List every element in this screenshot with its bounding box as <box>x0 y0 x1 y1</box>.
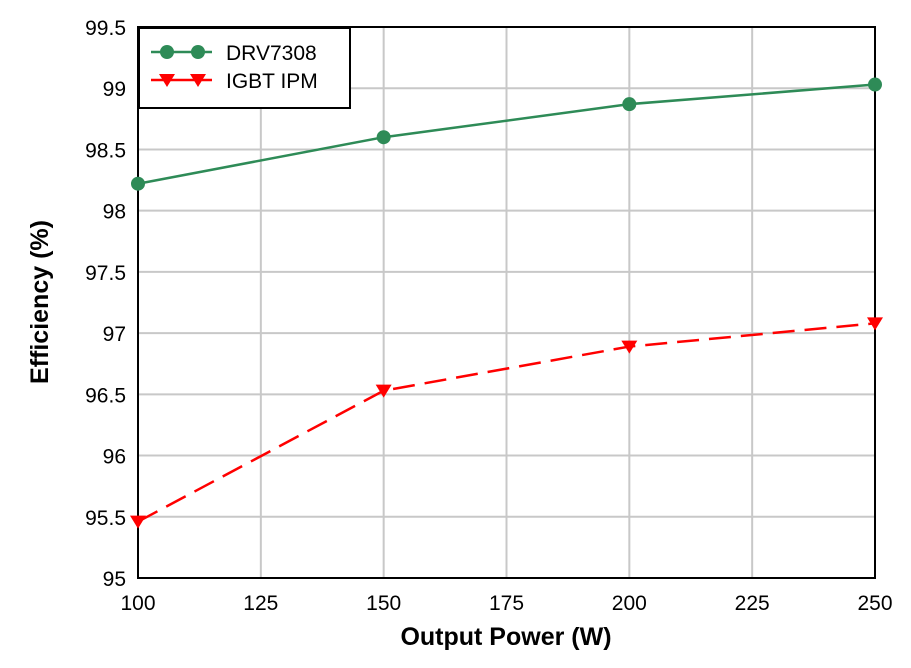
x-tick-label: 150 <box>366 592 401 615</box>
legend-marker <box>190 74 206 87</box>
y-tick-label: 98.5 <box>85 139 126 162</box>
legend: DRV7308 IGBT IPM <box>138 27 351 109</box>
data-point <box>867 317 883 331</box>
x-tick-label: 200 <box>612 592 647 615</box>
y-tick-label: 97.5 <box>85 262 126 285</box>
grid <box>137 26 876 579</box>
series-line-igbt-ipm <box>137 322 876 523</box>
x-tick-label: 125 <box>243 592 278 615</box>
x-tick-label: 175 <box>489 592 524 615</box>
x-tick-labels: 100 125 150 175 200 225 250 <box>120 592 892 615</box>
plot-frame <box>137 26 876 579</box>
y-tick-label: 99 <box>103 78 126 101</box>
y-tick-label: 96.5 <box>85 384 126 407</box>
x-tick-label: 225 <box>735 592 770 615</box>
data-point <box>131 176 145 191</box>
y-tick-label: 95 <box>103 568 126 591</box>
series-group <box>130 77 883 529</box>
y-tick-labels: 95 95.5 96 96.5 97 97.5 98 98.5 99 99.5 <box>85 17 126 591</box>
data-point <box>130 515 146 529</box>
x-tick-label: 100 <box>120 592 155 615</box>
legend-marker <box>159 74 175 87</box>
data-point <box>375 384 392 398</box>
series-line-drv7308 <box>137 83 876 185</box>
y-tick-label: 97 <box>103 323 126 346</box>
legend-box <box>138 27 351 109</box>
legend-label: DRV7308 <box>226 42 317 65</box>
y-tick-label: 95.5 <box>85 507 126 530</box>
legend-marker <box>191 45 205 59</box>
y-tick-label: 99.5 <box>85 17 126 40</box>
data-point <box>868 77 882 92</box>
y-axis-label: Efficiency (%) <box>26 220 54 384</box>
x-axis-label: Output Power (W) <box>400 623 611 651</box>
data-point <box>621 340 638 354</box>
y-tick-label: 98 <box>103 201 126 224</box>
legend-marker <box>160 45 174 59</box>
x-tick-label: 250 <box>857 592 892 615</box>
y-tick-label: 96 <box>103 446 126 469</box>
data-point <box>376 130 391 145</box>
legend-label: IGBT IPM <box>226 70 318 93</box>
data-point <box>622 97 637 112</box>
